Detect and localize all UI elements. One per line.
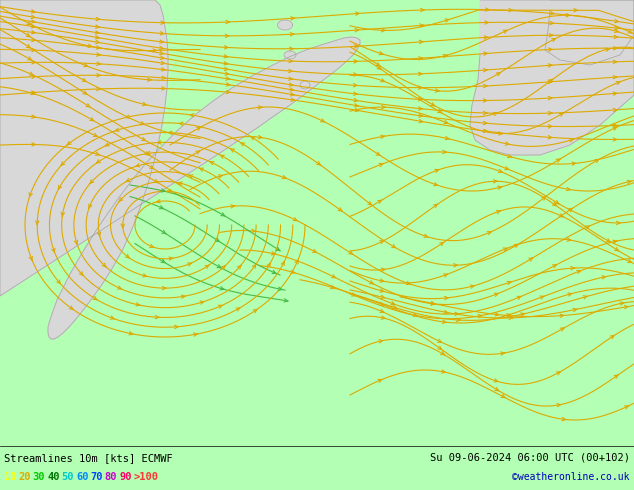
Text: 10: 10 xyxy=(4,472,16,482)
Text: 80: 80 xyxy=(105,472,117,482)
Polygon shape xyxy=(284,51,296,59)
Text: 90: 90 xyxy=(119,472,132,482)
Text: Streamlines 10m [kts] ECMWF: Streamlines 10m [kts] ECMWF xyxy=(4,453,172,463)
Text: Su 09-06-2024 06:00 UTC (00+102): Su 09-06-2024 06:00 UTC (00+102) xyxy=(430,453,630,463)
Text: 30: 30 xyxy=(33,472,45,482)
Polygon shape xyxy=(0,0,360,339)
Text: 60: 60 xyxy=(76,472,89,482)
Text: 70: 70 xyxy=(91,472,103,482)
Text: >100: >100 xyxy=(134,472,158,482)
Polygon shape xyxy=(278,20,292,30)
Text: 50: 50 xyxy=(61,472,74,482)
Text: 40: 40 xyxy=(47,472,60,482)
Text: ©weatheronline.co.uk: ©weatheronline.co.uk xyxy=(512,472,630,482)
Polygon shape xyxy=(545,0,634,65)
Text: 20: 20 xyxy=(18,472,31,482)
Polygon shape xyxy=(470,0,634,155)
Polygon shape xyxy=(300,81,310,89)
